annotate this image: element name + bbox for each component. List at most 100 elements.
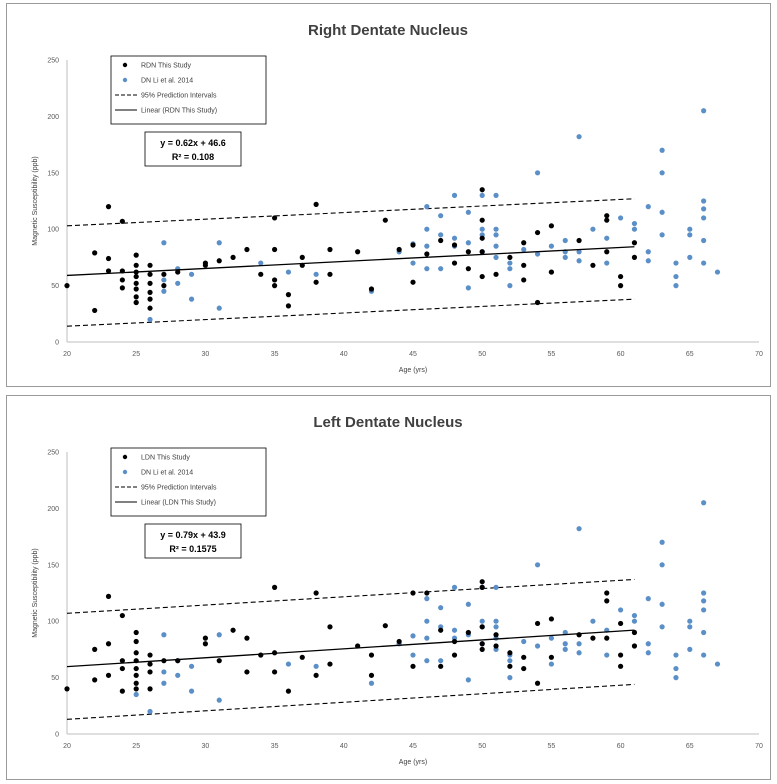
study-data-point — [479, 235, 485, 241]
study-data-point — [590, 262, 596, 268]
study-data-point — [479, 249, 485, 255]
legend-label: 95% Prediction Intervals — [141, 93, 217, 100]
li-data-point — [631, 618, 638, 624]
li-data-point — [161, 288, 167, 294]
li-data-point — [659, 624, 665, 630]
study-data-point — [534, 620, 541, 627]
x-tick-label: 65 — [686, 351, 694, 358]
linear-fit-line — [66, 629, 635, 668]
y-tick-label: 250 — [47, 450, 59, 457]
li-data-point — [410, 652, 416, 658]
x-tick-label: 35 — [271, 743, 279, 750]
li-data-point — [576, 526, 582, 532]
x-tick-label: 55 — [548, 743, 556, 750]
study-data-point — [604, 217, 610, 223]
study-data-point — [576, 237, 582, 244]
legend-label: Linear (RDN This Study) — [141, 108, 217, 115]
study-data-point — [618, 620, 624, 627]
li-data-point — [576, 641, 582, 647]
study-data-point — [618, 283, 624, 289]
li-data-point — [534, 562, 541, 568]
li-data-point — [604, 652, 610, 658]
study-data-point — [105, 672, 112, 678]
li-data-point — [424, 204, 430, 210]
li-data-point — [673, 273, 679, 280]
li-data-point — [673, 675, 679, 681]
study-data-point — [133, 252, 139, 258]
li-data-point — [701, 652, 707, 658]
li-data-point — [562, 254, 568, 260]
study-data-point — [105, 204, 112, 210]
legend: RDN This Study DN Li et al. 2014 95% Predi… — [110, 55, 267, 125]
li-data-point — [576, 650, 582, 656]
li-data-point — [687, 254, 693, 260]
li-data-point — [534, 251, 541, 257]
li-data-point — [465, 240, 471, 246]
study-data-point — [133, 629, 139, 636]
li-data-point — [507, 260, 513, 266]
right-dentate-chart: Right Dentate Nucleus 20 25 30 35 40 45 50 55 60 6… — [32, 22, 763, 374]
study-data-point — [147, 296, 153, 302]
legend-label: DN Li et al. 2014 — [141, 470, 193, 477]
li-data-point — [161, 632, 167, 638]
li-data-point — [562, 629, 568, 636]
study-data-point — [147, 305, 153, 311]
study-data-point — [119, 612, 125, 619]
left-dentate-chart-panel: Left Dentate Nucleus 20 25 30 35 40 45 50 55 60 65… — [6, 395, 771, 780]
study-data-point — [202, 262, 208, 268]
li-data-point — [424, 658, 430, 664]
x-tick-label: 30 — [202, 351, 210, 358]
study-data-point — [590, 635, 596, 641]
li-data-point — [673, 665, 679, 672]
study-data-point — [244, 635, 250, 641]
prediction-interval-upper — [66, 578, 635, 614]
study-data-point — [216, 258, 222, 264]
study-data-point — [105, 641, 112, 647]
li-data-point — [368, 680, 375, 686]
li-data-point — [424, 618, 430, 624]
study-data-point — [493, 643, 499, 649]
x-tick-label: 20 — [63, 351, 71, 358]
li-data-point — [424, 243, 430, 249]
study-data-point — [272, 283, 278, 289]
study-data-point — [272, 277, 278, 283]
y-tick-label: 50 — [51, 283, 59, 290]
li-data-point — [313, 663, 319, 669]
study-data-point — [216, 658, 222, 664]
li-data-point — [424, 226, 430, 232]
x-tick-label: 45 — [409, 351, 417, 358]
x-axis-title: Age (yrs) — [399, 759, 427, 766]
li-data-point — [521, 246, 527, 253]
study-data-point — [105, 255, 112, 262]
r-squared-text: R² = 0.1575 — [169, 544, 216, 554]
study-data-point — [521, 654, 527, 660]
li-data-point — [479, 226, 485, 232]
li-data-point — [590, 618, 596, 624]
li-data-point — [701, 198, 707, 204]
study-data-point — [313, 279, 319, 285]
x-tick-label: 40 — [340, 743, 348, 750]
legend-label: DN Li et al. 2014 — [141, 78, 193, 85]
study-data-point — [313, 672, 319, 678]
study-data-point — [92, 250, 98, 256]
study-data-point — [327, 661, 333, 667]
li-data-point — [534, 643, 541, 649]
study-data-point — [424, 251, 430, 257]
x-axis-title: Age (yrs) — [399, 367, 427, 374]
x-tick-label: 65 — [686, 743, 694, 750]
study-data-point — [604, 590, 610, 596]
study-data-point — [479, 187, 485, 193]
study-data-point — [105, 268, 112, 274]
study-data-point — [521, 240, 527, 246]
study-data-point — [161, 283, 167, 289]
x-tick-label: 25 — [132, 743, 140, 750]
li-data-point — [493, 192, 499, 198]
study-data-point — [479, 273, 485, 280]
study-data-point — [424, 590, 430, 596]
study-data-point — [479, 217, 485, 223]
li-data-point — [479, 618, 485, 624]
study-data-point — [202, 635, 208, 641]
legend-label: 95% Prediction Intervals — [141, 485, 217, 492]
study-data-point — [631, 643, 638, 649]
legend-label: RDN This Study — [141, 63, 192, 70]
